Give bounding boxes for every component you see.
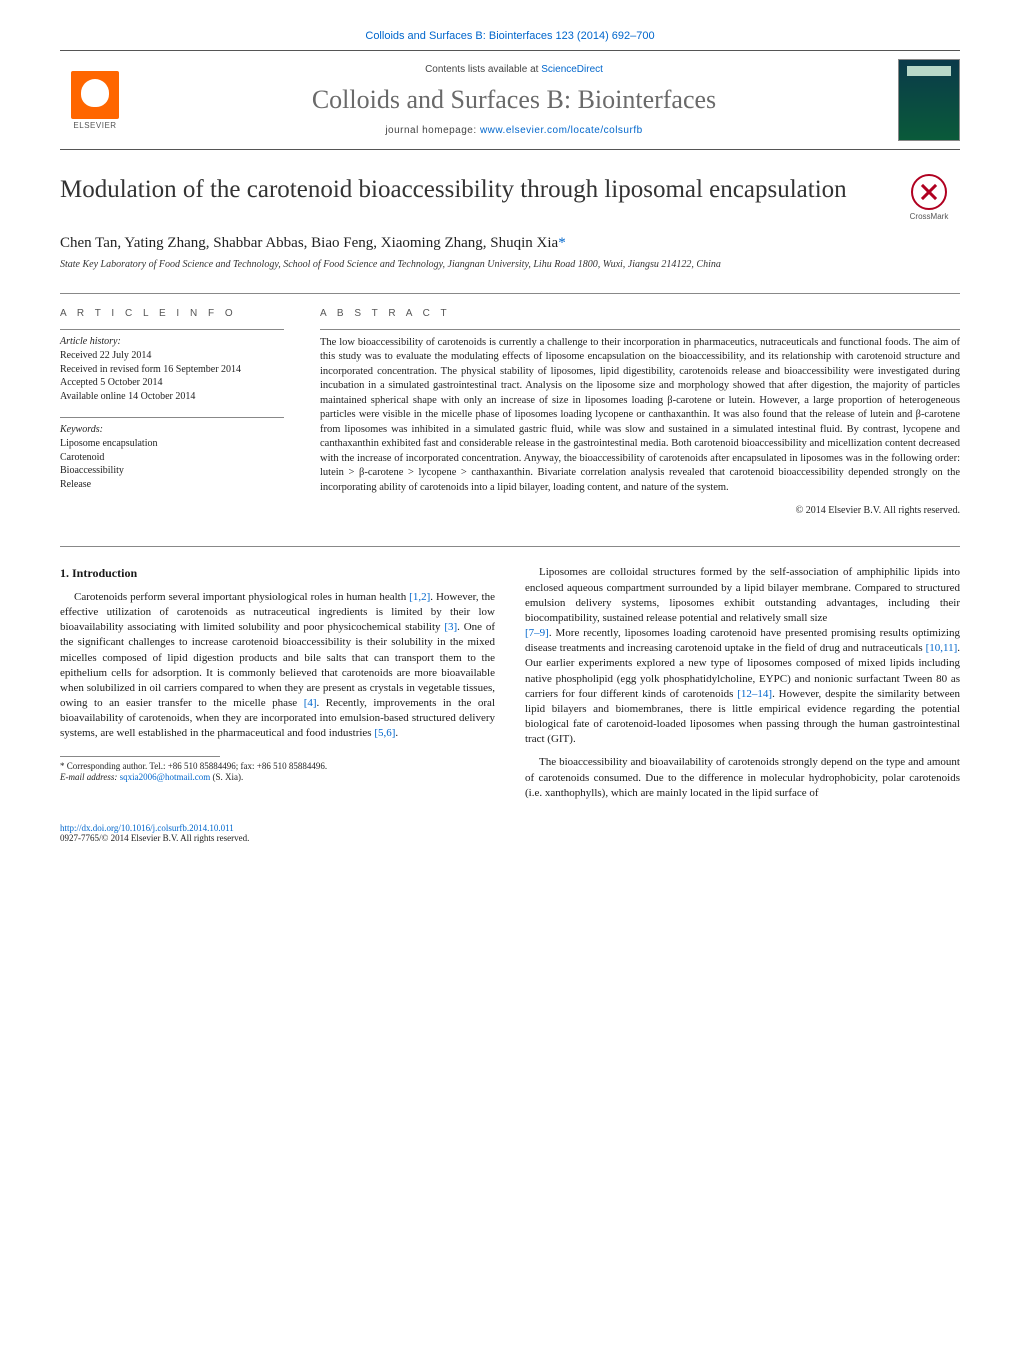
keyword-1: Carotenoid — [60, 451, 284, 465]
abstract-head: A B S T R A C T — [320, 308, 960, 319]
email-label: E-mail address: — [60, 772, 120, 782]
journal-name: Colloids and Surfaces B: Biointerfaces — [148, 85, 880, 115]
elsevier-tree-icon — [71, 71, 119, 119]
email-link[interactable]: sqxia2006@hotmail.com — [120, 772, 211, 782]
affiliation: State Key Laboratory of Food Science and… — [60, 258, 960, 271]
doi-link[interactable]: http://dx.doi.org/10.1016/j.colsurfb.201… — [60, 823, 234, 833]
journal-cover-thumb[interactable] — [898, 59, 960, 141]
header-center: Contents lists available at ScienceDirec… — [148, 64, 880, 136]
info-abstract-row: A R T I C L E I N F O Article history: R… — [60, 293, 960, 516]
ref-10-11[interactable]: [10,11] — [926, 642, 958, 654]
email-line: E-mail address: sqxia2006@hotmail.com (S… — [60, 772, 495, 784]
intro-p3: The bioaccessibility and bioavailability… — [525, 755, 960, 801]
ref-1-2[interactable]: [1,2] — [409, 591, 430, 603]
corresponding-author-note: * Corresponding author. Tel.: +86 510 85… — [60, 761, 495, 773]
corresponding-mark: * — [558, 235, 566, 251]
issn-line: 0927-7765/© 2014 Elsevier B.V. All right… — [60, 833, 249, 843]
footnotes: * Corresponding author. Tel.: +86 510 85… — [60, 761, 495, 784]
title-row: Modulation of the carotenoid bioaccessib… — [60, 174, 960, 221]
journal-header-bar: ELSEVIER Contents lists available at Sci… — [60, 50, 960, 150]
article-info-head: A R T I C L E I N F O — [60, 308, 284, 319]
intro-heading: 1. Introduction — [60, 565, 495, 582]
abstract-text: The low bioaccessibility of carotenoids … — [320, 329, 960, 495]
authors-line: Chen Tan, Yating Zhang, Shabbar Abbas, B… — [60, 235, 960, 252]
keywords-label: Keywords: — [60, 424, 284, 435]
article-info-column: A R T I C L E I N F O Article history: R… — [60, 308, 284, 516]
body-top-rule — [60, 546, 960, 547]
crossmark-widget[interactable]: CrossMark — [898, 174, 960, 221]
p1-c: . One of the significant challenges to i… — [60, 621, 495, 709]
revised-line: Received in revised form 16 September 20… — [60, 363, 284, 377]
history-label: Article history: — [60, 336, 284, 347]
crossmark-label: CrossMark — [910, 212, 949, 221]
email-suffix: (S. Xia). — [210, 772, 243, 782]
homepage-prefix: journal homepage: — [385, 125, 480, 136]
homepage-line: journal homepage: www.elsevier.com/locat… — [148, 125, 880, 136]
accepted-line: Accepted 5 October 2014 — [60, 376, 284, 390]
keyword-2: Bioaccessibility — [60, 464, 284, 478]
ref-3[interactable]: [3] — [444, 621, 457, 633]
keyword-0: Liposome encapsulation — [60, 437, 284, 451]
ref-4[interactable]: [4] — [304, 697, 317, 709]
sciencedirect-link[interactable]: ScienceDirect — [541, 64, 603, 75]
abstract-copyright: © 2014 Elsevier B.V. All rights reserved… — [320, 505, 960, 516]
authors-names: Chen Tan, Yating Zhang, Shabbar Abbas, B… — [60, 235, 558, 251]
contents-prefix: Contents lists available at — [425, 64, 541, 75]
crossmark-icon — [911, 174, 947, 210]
elsevier-logo[interactable]: ELSEVIER — [60, 65, 130, 135]
journal-citation[interactable]: Colloids and Surfaces B: Biointerfaces 1… — [60, 30, 960, 42]
page-footer: http://dx.doi.org/10.1016/j.colsurfb.201… — [60, 823, 960, 843]
intro-p2: Liposomes are colloidal structures forme… — [525, 565, 960, 747]
homepage-link[interactable]: www.elsevier.com/locate/colsurfb — [480, 125, 643, 136]
keyword-3: Release — [60, 478, 284, 492]
ref-5-6[interactable]: [5,6] — [374, 727, 395, 739]
article-title: Modulation of the carotenoid bioaccessib… — [60, 174, 882, 205]
ref-7-9[interactable]: [7–9] — [525, 627, 549, 639]
body-columns: 1. Introduction Carotenoids perform seve… — [60, 565, 960, 809]
elsevier-label: ELSEVIER — [73, 121, 116, 130]
received-line: Received 22 July 2014 — [60, 349, 284, 363]
intro-p1: Carotenoids perform several important ph… — [60, 590, 495, 742]
abstract-column: A B S T R A C T The low bioaccessibility… — [320, 308, 960, 516]
online-line: Available online 14 October 2014 — [60, 390, 284, 404]
p2-b: . More recently, liposomes loading carot… — [525, 627, 960, 654]
p2-a: Liposomes are colloidal structures forme… — [525, 565, 960, 626]
p1-a: Carotenoids perform several important ph… — [74, 591, 409, 603]
keywords-block: Keywords: Liposome encapsulation Caroten… — [60, 417, 284, 491]
contents-available-line: Contents lists available at ScienceDirec… — [148, 64, 880, 75]
ref-12-14[interactable]: [12–14] — [737, 688, 772, 700]
footnote-rule — [60, 756, 220, 757]
p1-e: . — [395, 727, 398, 739]
article-history-block: Article history: Received 22 July 2014 R… — [60, 329, 284, 403]
